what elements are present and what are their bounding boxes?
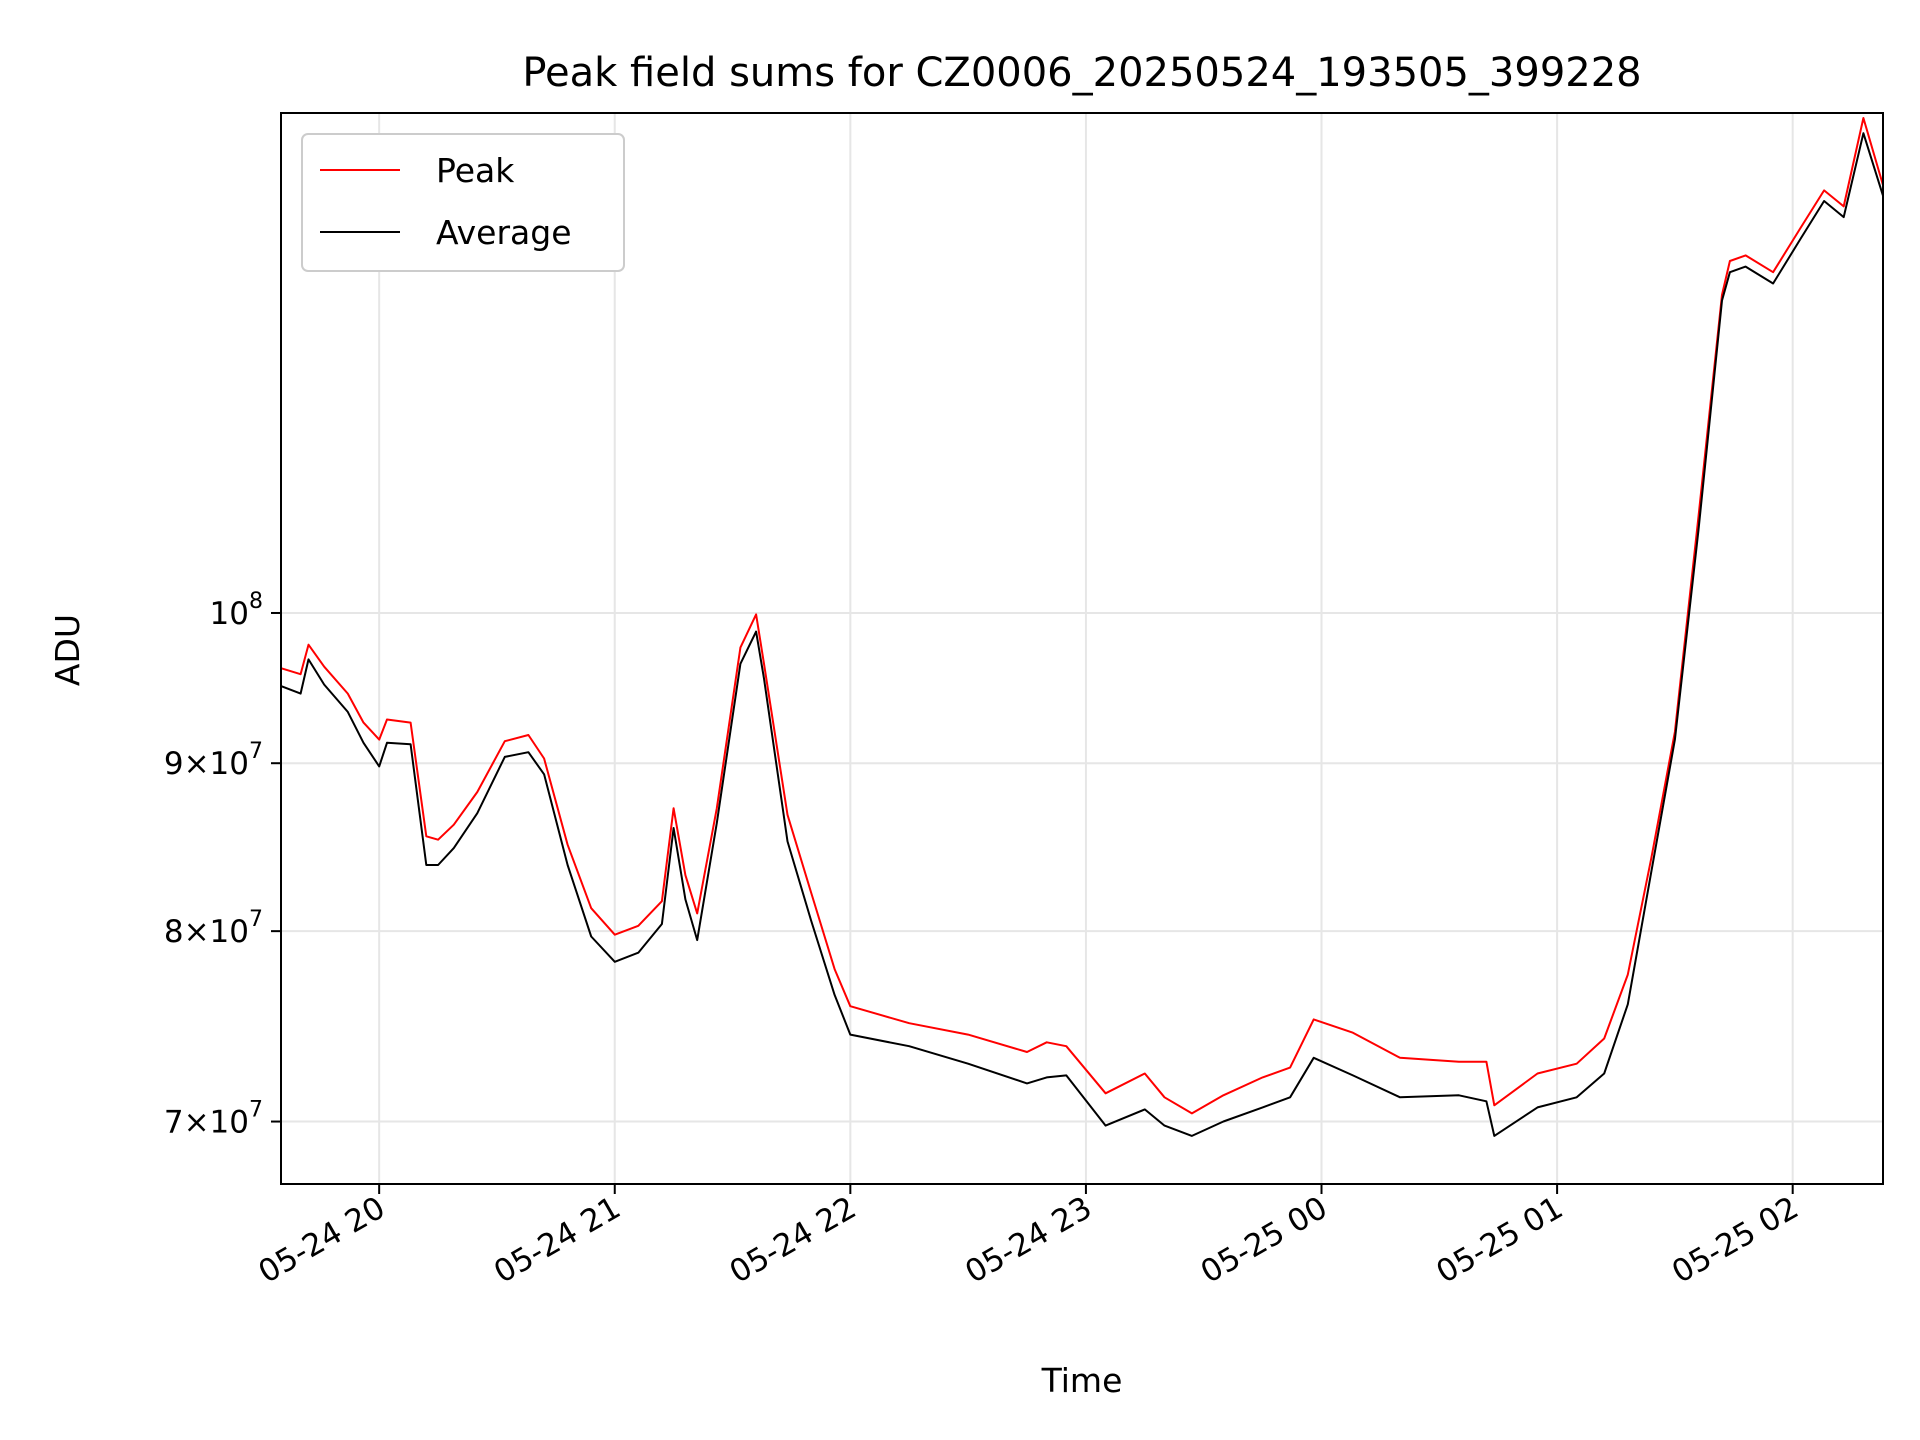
grid xyxy=(281,113,1883,1184)
chart-title: Peak field sums for CZ0006_20250524_1935… xyxy=(522,50,1641,96)
y-tick-label: 9×107 xyxy=(164,739,263,782)
series-line-average xyxy=(280,132,1884,1137)
plot-lines xyxy=(280,117,1884,1137)
y-tick-label: 7×107 xyxy=(164,1098,263,1141)
legend-label-average: Average xyxy=(436,213,572,252)
legend-box xyxy=(301,133,625,272)
y-tick-label: 8×107 xyxy=(164,907,263,950)
plot-frame xyxy=(280,112,1884,1185)
y-axis: 7×107 8×107 9×107 108 xyxy=(164,589,281,1141)
y-tick-label: 108 xyxy=(210,589,263,632)
series-line-peak xyxy=(280,117,1884,1115)
y-axis-label: ADU xyxy=(48,614,87,686)
x-axis-label: Time xyxy=(1041,1361,1123,1400)
legend: Peak Average xyxy=(301,133,625,272)
legend-label-peak: Peak xyxy=(436,151,515,190)
